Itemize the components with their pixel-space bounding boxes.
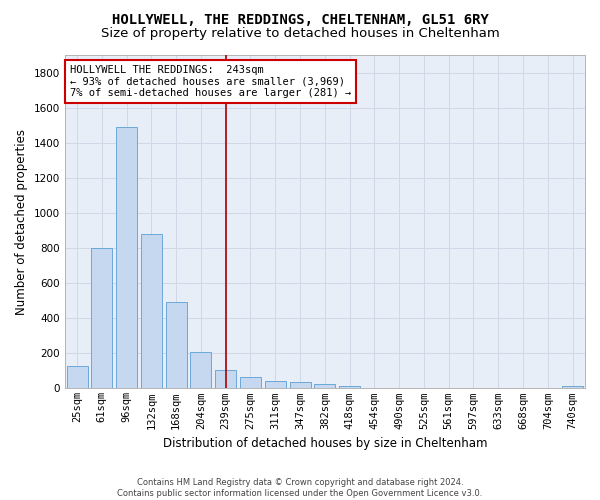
Bar <box>190 352 211 388</box>
Text: Contains HM Land Registry data © Crown copyright and database right 2024.
Contai: Contains HM Land Registry data © Crown c… <box>118 478 482 498</box>
Bar <box>141 234 162 388</box>
Y-axis label: Number of detached properties: Number of detached properties <box>15 128 28 314</box>
Text: HOLLYWELL THE REDDINGS:  243sqm
← 93% of detached houses are smaller (3,969)
7% : HOLLYWELL THE REDDINGS: 243sqm ← 93% of … <box>70 65 351 98</box>
Bar <box>265 382 286 388</box>
Bar <box>339 386 360 388</box>
Bar <box>91 248 112 388</box>
Bar <box>215 370 236 388</box>
Bar <box>562 386 583 388</box>
X-axis label: Distribution of detached houses by size in Cheltenham: Distribution of detached houses by size … <box>163 437 487 450</box>
Text: HOLLYWELL, THE REDDINGS, CHELTENHAM, GL51 6RY: HOLLYWELL, THE REDDINGS, CHELTENHAM, GL5… <box>112 12 488 26</box>
Bar <box>166 302 187 388</box>
Bar <box>116 127 137 388</box>
Bar <box>314 384 335 388</box>
Bar <box>67 366 88 388</box>
Bar <box>240 377 261 388</box>
Bar <box>290 382 311 388</box>
Text: Size of property relative to detached houses in Cheltenham: Size of property relative to detached ho… <box>101 28 499 40</box>
